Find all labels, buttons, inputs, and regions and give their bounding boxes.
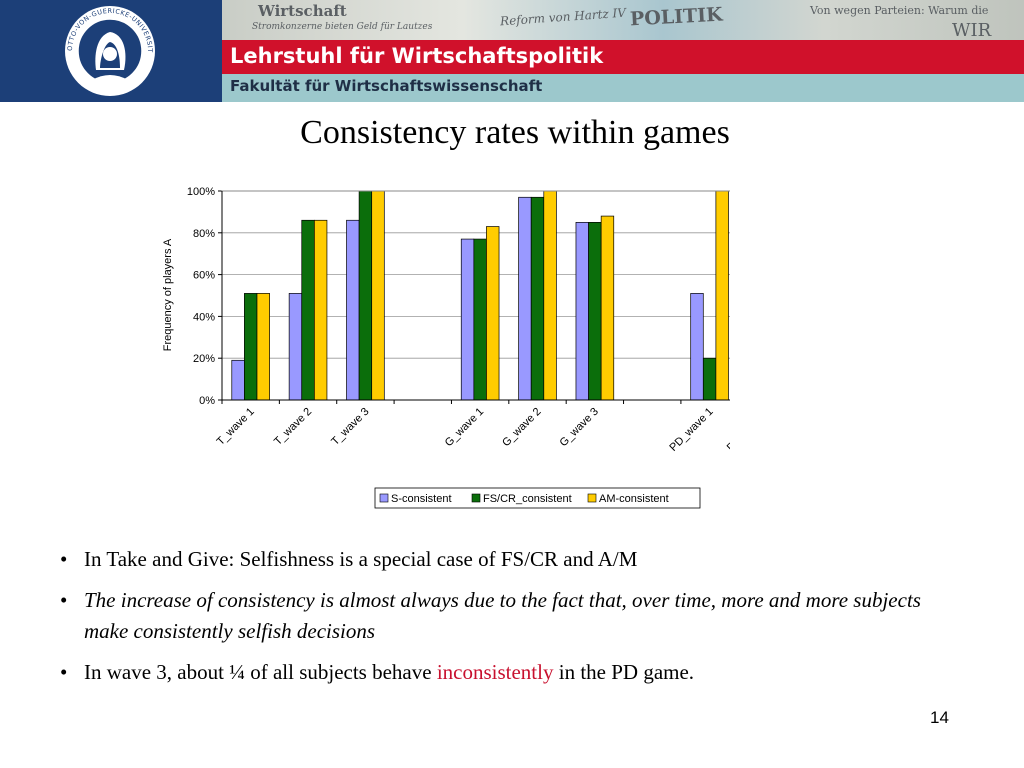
chart-axes (218, 190, 730, 404)
legend-swatch (587, 493, 597, 503)
bullet-list: • In Take and Give: Selfishness is a spe… (60, 544, 960, 698)
chart-y-ticks: 0% 20% 40% 60% 80% 100% (187, 186, 215, 407)
newspaper-word: Stromkonzerne bieten Geld für Lautzes (252, 22, 433, 32)
bullet-marker: • (60, 588, 68, 612)
chair-name: Lehrstuhl für Wirtschaftspolitik (230, 44, 604, 68)
bullet-text: In Take and Give: Selfishness is a speci… (84, 547, 638, 571)
y-tick-label: 0% (199, 395, 215, 407)
bar (256, 293, 270, 401)
bullet-item: • In wave 3, about ¼ of all subjects beh… (60, 657, 960, 688)
y-axis-label: Frequency of players A (162, 238, 174, 351)
bar (244, 293, 258, 401)
newspaper-collage: Wirtschaft Stromkonzerne bieten Geld für… (222, 0, 1024, 41)
legend-swatch (379, 493, 389, 503)
bar (690, 293, 704, 401)
y-tick-label: 40% (193, 311, 215, 323)
bar (575, 221, 589, 401)
x-tick-label: G_wave 2 (500, 406, 544, 450)
newspaper-word: POLITIK (629, 3, 724, 31)
bar (231, 359, 245, 401)
slide-header: OTTO-VON-GUERICKE-UNIVERSITÄT MAGDEBURG … (0, 0, 1024, 102)
x-tick-label: PD_wave 2 (725, 406, 730, 454)
bar (486, 226, 500, 401)
bar (715, 190, 729, 401)
university-logo-panel: OTTO-VON-GUERICKE-UNIVERSITÄT MAGDEBURG (0, 0, 222, 102)
bar (588, 221, 602, 401)
bar (346, 219, 360, 401)
x-tick-label: T_wave 2 (272, 406, 314, 448)
bar (460, 238, 475, 401)
x-tick-label: PD_wave 1 (667, 406, 715, 454)
slide-title: Consistency rates within games (300, 114, 730, 151)
bullet-text: In wave 3, about ¼ of all subjects behav… (84, 660, 437, 684)
university-seal-logo: OTTO-VON-GUERICKE-UNIVERSITÄT MAGDEBURG (0, 0, 155, 96)
newspaper-word: Reform von Hartz IV (499, 5, 627, 29)
bar (530, 196, 545, 401)
bullet-text: in the PD game. (553, 660, 695, 684)
bullet-text: The increase of consistency is almost al… (84, 588, 921, 643)
newspaper-word: Von wegen Parteien: Warum die (810, 4, 989, 17)
chart-legend: S-consistent FS/CR_consistent AM-consisten… (374, 487, 701, 509)
bar (301, 219, 315, 401)
bullet-item: • The increase of consistency is almost … (60, 585, 960, 647)
chair-bar: Lehrstuhl für Wirtschaftspolitik (222, 40, 1024, 74)
y-tick-label: 20% (193, 353, 215, 365)
y-tick-label: 60% (193, 270, 215, 282)
x-tick-label: G_wave 3 (557, 406, 601, 450)
faculty-bar: Fakultät für Wirtschaftswissenschaft (222, 74, 1024, 102)
bar (358, 190, 373, 401)
y-tick-label: 100% (187, 186, 215, 198)
legend-label: FS/CR_consistent (483, 493, 572, 505)
bar (313, 219, 328, 401)
bar (288, 293, 303, 401)
page-number: 14 (930, 708, 949, 727)
faculty-name: Fakultät für Wirtschaftswissenschaft (230, 77, 543, 95)
bar (473, 238, 487, 401)
chart-bars (231, 190, 729, 401)
x-tick-label: T_wave 1 (215, 406, 257, 448)
bullet-marker: • (60, 660, 68, 684)
bar (518, 196, 532, 401)
bar (543, 190, 557, 401)
header-banner: Wirtschaft Stromkonzerne bieten Geld für… (222, 0, 1024, 102)
newspaper-word: WIR (952, 20, 992, 41)
x-tick-label: T_wave 3 (329, 406, 371, 448)
legend-swatch (471, 493, 481, 503)
y-tick-label: 80% (193, 228, 215, 240)
bullet-marker: • (60, 547, 68, 571)
x-tick-label: G_wave 1 (443, 406, 487, 450)
bar (371, 190, 385, 401)
legend-label: S-consistent (391, 493, 452, 505)
newspaper-word: Wirtschaft (258, 2, 347, 20)
bullet-item: • In Take and Give: Selfishness is a spe… (60, 544, 960, 575)
bullet-highlight: inconsistently (436, 660, 554, 684)
bar (600, 215, 615, 401)
consistency-bar-chart: 0%20%40%60%80%100% T_wave 1 T_wave 2 T_wav… (162, 186, 730, 509)
legend-label: AM-consistent (599, 493, 669, 505)
bar (702, 357, 717, 401)
chart-x-ticks: T_wave 1 T_wave 2 T_wave 3 G_wave 1 G_wave 2… (215, 406, 730, 454)
legend-box (374, 487, 701, 509)
